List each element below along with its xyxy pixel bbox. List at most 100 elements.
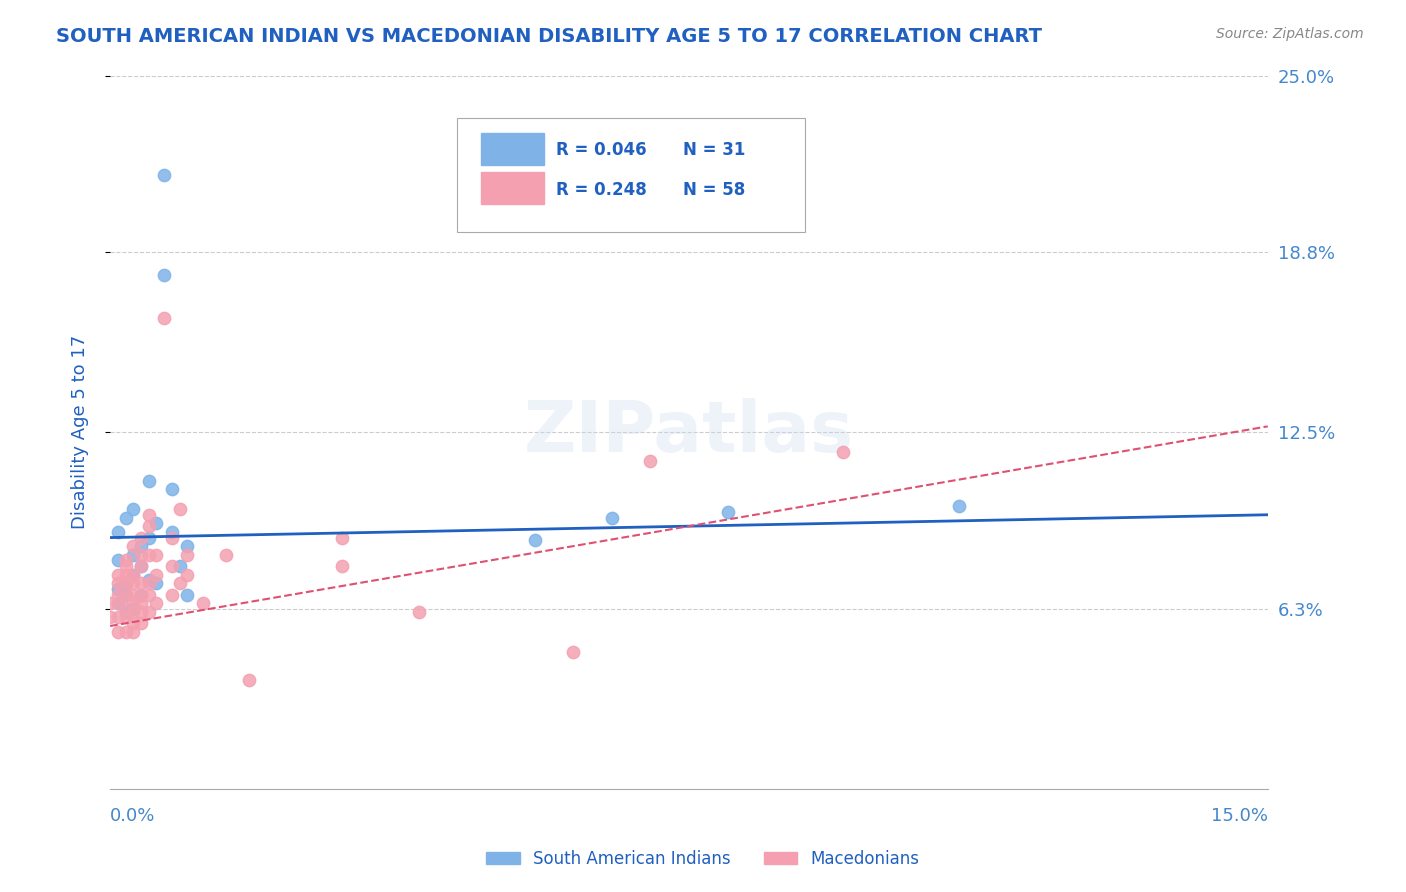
Point [114, 576, 136, 591]
Point [122, 588, 145, 602]
Point [122, 616, 145, 631]
Point [107, 524, 129, 539]
Text: ZIPatlas: ZIPatlas [524, 398, 853, 467]
Point [138, 605, 160, 619]
Point [122, 602, 145, 616]
Point [169, 559, 191, 574]
Point [138, 531, 160, 545]
Point [138, 574, 160, 588]
Point [176, 548, 198, 562]
Point [114, 559, 136, 574]
Point [98, 610, 121, 624]
Point [114, 624, 136, 639]
Point [114, 553, 136, 567]
Point [153, 268, 176, 282]
Point [114, 567, 136, 582]
Point [122, 596, 145, 610]
Point [145, 548, 167, 562]
Point [122, 567, 145, 582]
Point [145, 576, 167, 591]
Point [138, 508, 160, 522]
Point [562, 645, 585, 659]
Point [176, 567, 198, 582]
Point [145, 516, 167, 531]
Point [600, 510, 623, 524]
FancyBboxPatch shape [481, 172, 544, 204]
Point [122, 576, 145, 591]
Point [129, 588, 152, 602]
Point [114, 588, 136, 602]
Point [129, 559, 152, 574]
Point [129, 548, 152, 562]
Point [114, 576, 136, 591]
Point [98, 596, 121, 610]
Point [107, 553, 129, 567]
Point [114, 605, 136, 619]
Point [122, 567, 145, 582]
Point [129, 531, 152, 545]
Text: N = 58: N = 58 [683, 180, 745, 199]
Point [138, 588, 160, 602]
Point [129, 616, 152, 631]
Point [176, 539, 198, 553]
Text: R = 0.046: R = 0.046 [555, 142, 647, 160]
Point [330, 559, 353, 574]
Point [107, 567, 129, 582]
Point [114, 510, 136, 524]
Point [129, 605, 152, 619]
Text: SOUTH AMERICAN INDIAN VS MACEDONIAN DISABILITY AGE 5 TO 17 CORRELATION CHART: SOUTH AMERICAN INDIAN VS MACEDONIAN DISA… [56, 27, 1042, 45]
Point [153, 310, 176, 325]
Point [160, 482, 183, 496]
Text: 0.0%: 0.0% [110, 806, 156, 825]
Point [129, 559, 152, 574]
Text: Source: ZipAtlas.com: Source: ZipAtlas.com [1216, 27, 1364, 41]
Point [145, 596, 167, 610]
Point [160, 588, 183, 602]
Point [122, 502, 145, 516]
Point [122, 548, 145, 562]
Point [107, 596, 129, 610]
Point [160, 559, 183, 574]
Point [191, 596, 214, 610]
Point [129, 596, 152, 610]
Point [107, 576, 129, 591]
Point [122, 605, 145, 619]
Point [160, 524, 183, 539]
Point [114, 610, 136, 624]
Point [169, 502, 191, 516]
Point [523, 533, 546, 548]
Point [114, 602, 136, 616]
Y-axis label: Disability Age 5 to 17: Disability Age 5 to 17 [72, 334, 89, 529]
Legend: South American Indians, Macedonians: South American Indians, Macedonians [479, 844, 927, 875]
FancyBboxPatch shape [457, 119, 804, 233]
Text: 15.0%: 15.0% [1211, 806, 1268, 825]
Point [215, 548, 238, 562]
Point [107, 624, 129, 639]
Point [176, 588, 198, 602]
Point [330, 531, 353, 545]
Point [169, 576, 191, 591]
Point [129, 588, 152, 602]
Point [122, 539, 145, 553]
Point [107, 610, 129, 624]
FancyBboxPatch shape [481, 133, 544, 165]
Point [138, 548, 160, 562]
Point [160, 531, 183, 545]
Point [138, 519, 160, 533]
Point [107, 588, 129, 602]
Point [948, 499, 970, 513]
Point [408, 605, 430, 619]
Point [138, 576, 160, 591]
Point [129, 576, 152, 591]
Point [640, 453, 662, 467]
Point [129, 539, 152, 553]
Point [107, 596, 129, 610]
Point [145, 567, 167, 582]
Point [107, 582, 129, 596]
Point [832, 445, 855, 459]
Text: N = 31: N = 31 [683, 142, 745, 160]
Point [238, 673, 260, 688]
Text: R = 0.248: R = 0.248 [555, 180, 647, 199]
Point [153, 169, 176, 183]
Point [114, 588, 136, 602]
